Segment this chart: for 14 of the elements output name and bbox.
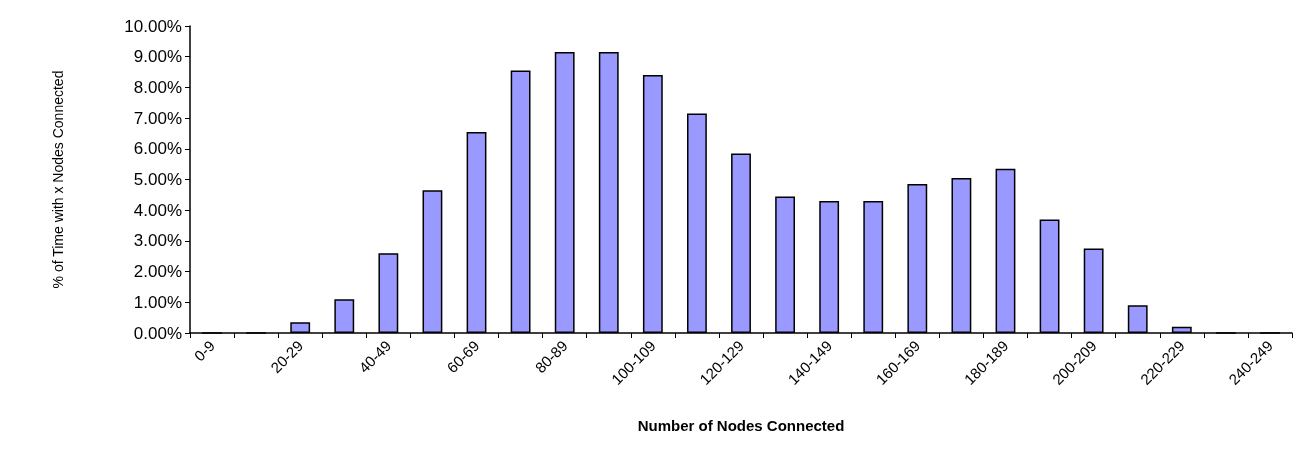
y-tick-label: 0.00% xyxy=(133,323,182,343)
y-tick-label: 2.00% xyxy=(133,262,182,282)
y-tick-label: 7.00% xyxy=(133,108,182,128)
y-axis-title: % of Time with x Nodes Connected xyxy=(50,70,66,289)
y-tick-label: 8.00% xyxy=(133,77,182,97)
y-tick-label: 4.00% xyxy=(133,200,182,220)
y-tick-label: 5.00% xyxy=(133,170,182,189)
y-tick-label: 10.00% xyxy=(124,16,182,36)
x-tick-label: 0-9 xyxy=(190,336,219,365)
y-tick-label: 9.00% xyxy=(133,47,182,67)
y-tick-label: 1.00% xyxy=(133,292,182,312)
y-tick-label: 6.00% xyxy=(133,139,182,159)
y-tick-label: 3.00% xyxy=(133,231,182,251)
x-axis-title: Number of Nodes Connected xyxy=(637,417,845,434)
